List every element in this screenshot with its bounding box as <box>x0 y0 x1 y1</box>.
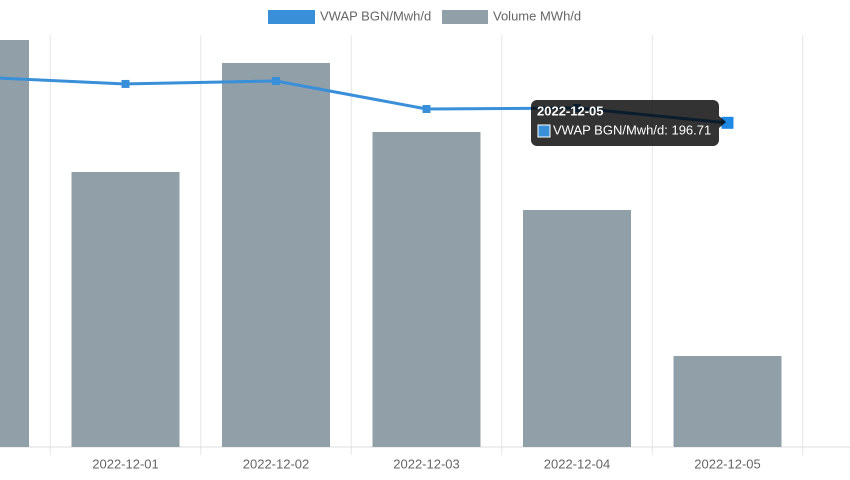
tooltip-title: 2022-12-05 <box>537 103 604 118</box>
bar <box>523 210 631 447</box>
x-tick-label: 2022-12-04 <box>544 456 611 471</box>
legend-swatch[interactable] <box>268 10 315 24</box>
tooltip: 2022-12-05 VWAP BGN/Mwh/d: 196.71 <box>531 100 726 146</box>
x-tick-label: 2022-12-02 <box>243 456 310 471</box>
bar <box>222 62 330 448</box>
legend-label[interactable]: Volume MWh/d <box>493 8 581 23</box>
bar <box>0 39 29 447</box>
x-tick-label: 2022-12-05 <box>694 456 761 471</box>
tooltip-box <box>531 100 719 146</box>
point <box>721 116 734 129</box>
bar <box>372 132 481 447</box>
legend-label[interactable]: VWAP BGN/Mwh/d <box>320 8 431 23</box>
bar <box>673 355 782 447</box>
tooltip-caret <box>719 116 726 128</box>
tooltip-swatch <box>537 124 551 138</box>
point <box>272 76 280 85</box>
x-tick-label: 2022-12-03 <box>393 456 460 471</box>
legend-swatch[interactable] <box>442 10 488 24</box>
bar <box>71 171 180 448</box>
tooltip-label: VWAP BGN/Mwh/d: 196.71 <box>553 122 711 137</box>
point <box>422 104 431 113</box>
point <box>121 79 130 88</box>
x-tick-label: 2022-12-01 <box>92 456 159 471</box>
